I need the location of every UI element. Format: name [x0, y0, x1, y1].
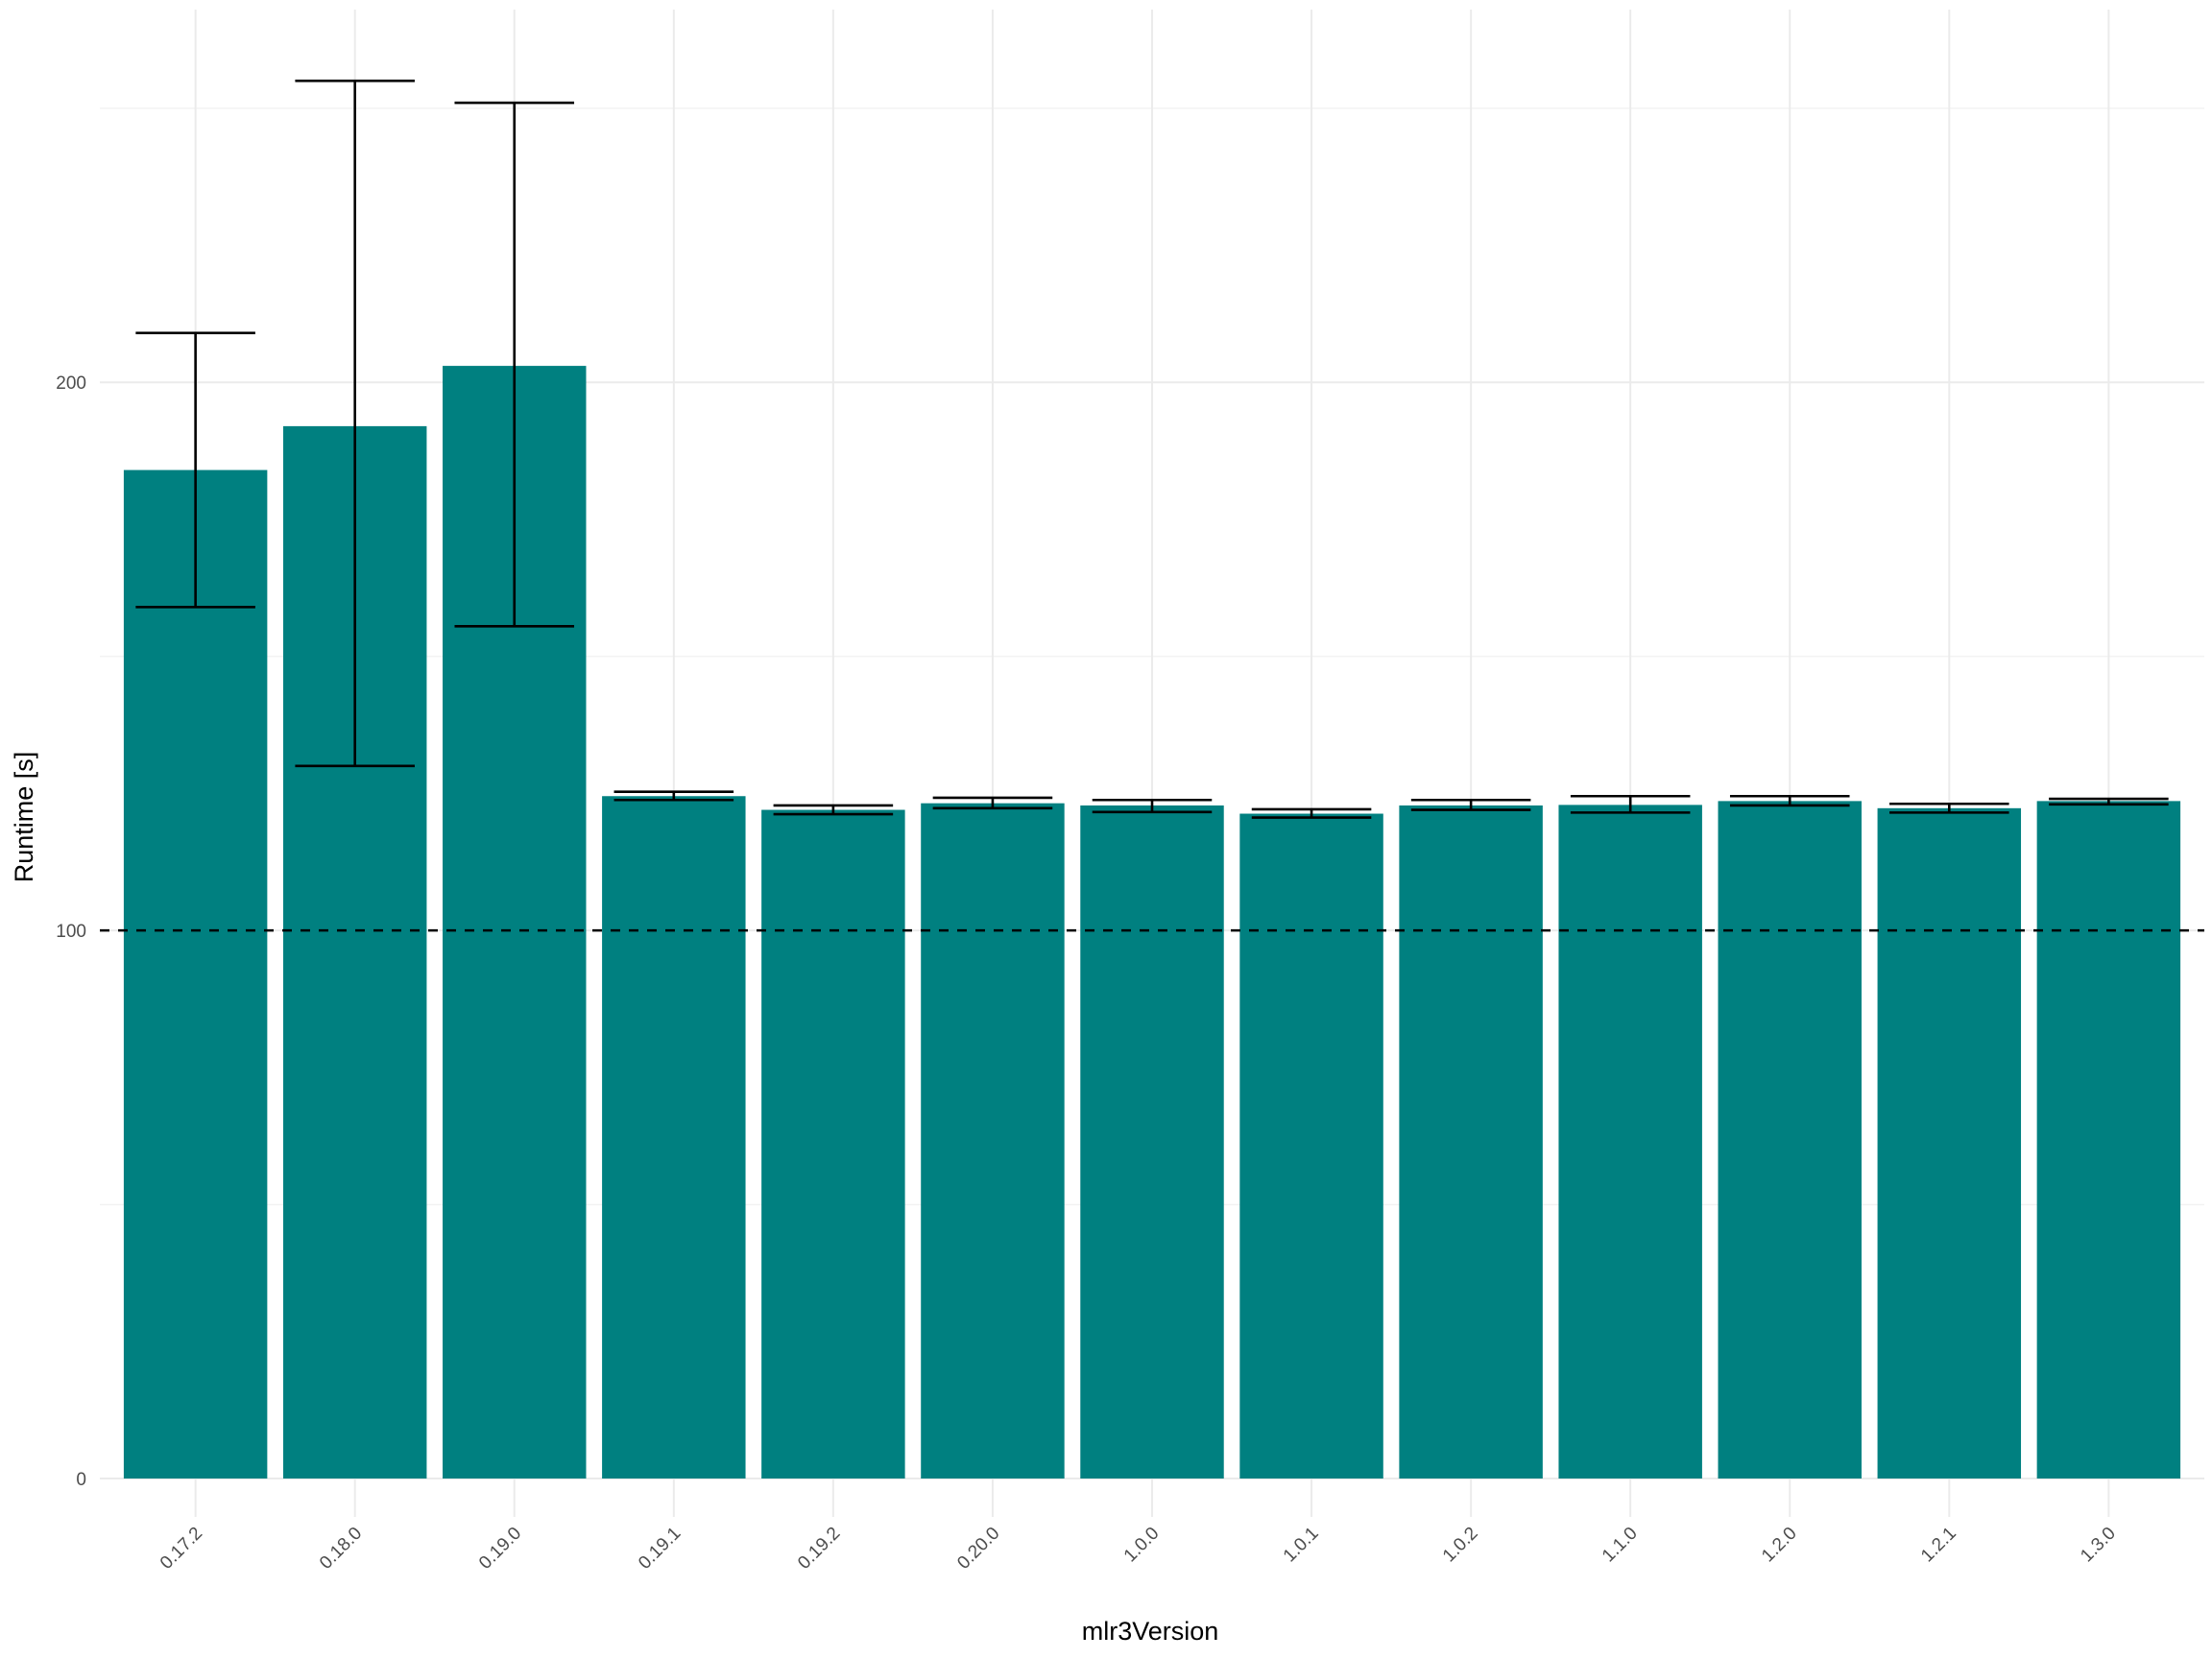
- bar: [1718, 801, 1862, 1479]
- bar: [761, 809, 905, 1479]
- error-bar: [613, 790, 734, 802]
- bar: [123, 469, 268, 1479]
- x-tick-label: 0.19.0: [475, 1524, 525, 1574]
- x-tick-label: 1.1.0: [1599, 1524, 1642, 1567]
- error-bar: [1410, 798, 1531, 811]
- y-tick-label: 200: [56, 373, 86, 394]
- y-axis-title: Runtime [s]: [10, 752, 38, 883]
- error-bar: [773, 804, 894, 816]
- bar: [1080, 805, 1224, 1479]
- x-tick-label: 0.20.0: [953, 1524, 1003, 1574]
- y-axis-ticks: 0 100 200: [56, 373, 86, 1490]
- error-bar: [1251, 807, 1372, 819]
- x-tick-label: 1.0.0: [1120, 1524, 1164, 1567]
- error-bar: [2049, 797, 2169, 806]
- error-bar: [454, 101, 575, 628]
- x-axis-ticks: 0.17.2 0.18.0 0.19.0 0.19.1 0.19.2 0.20.0 1.0.…: [156, 1524, 2120, 1574]
- bar: [1877, 807, 2022, 1479]
- bar: [2036, 801, 2181, 1479]
- error-bars: [135, 79, 2169, 819]
- bar: [1399, 805, 1543, 1479]
- x-tick-label: 1.2.0: [1758, 1524, 1801, 1567]
- x-tick-label: 1.0.2: [1439, 1524, 1482, 1567]
- x-tick-label: 1.2.1: [1917, 1524, 1960, 1567]
- error-bar: [295, 79, 415, 768]
- error-bar: [1729, 794, 1850, 807]
- x-tick-label: 1.3.0: [2077, 1524, 2120, 1567]
- x-tick-label: 1.0.1: [1280, 1524, 1323, 1567]
- error-bar: [135, 331, 255, 609]
- error-bar: [932, 796, 1053, 810]
- bar: [1558, 805, 1702, 1479]
- y-tick-label: 100: [56, 922, 86, 942]
- y-tick-label: 0: [76, 1470, 86, 1490]
- error-bar: [1570, 794, 1691, 814]
- error-bar: [1889, 802, 2009, 814]
- error-bar: [1092, 798, 1213, 814]
- bar: [1239, 813, 1383, 1479]
- bar: [921, 803, 1065, 1479]
- bar: [602, 796, 746, 1479]
- x-tick-label: 0.19.1: [635, 1524, 685, 1574]
- x-tick-label: 0.18.0: [316, 1524, 366, 1574]
- x-tick-label: 0.19.2: [794, 1524, 844, 1574]
- bars: [123, 366, 2181, 1479]
- x-tick-label: 0.17.2: [156, 1524, 206, 1574]
- x-axis-title: mlr3Version: [1082, 1617, 1219, 1646]
